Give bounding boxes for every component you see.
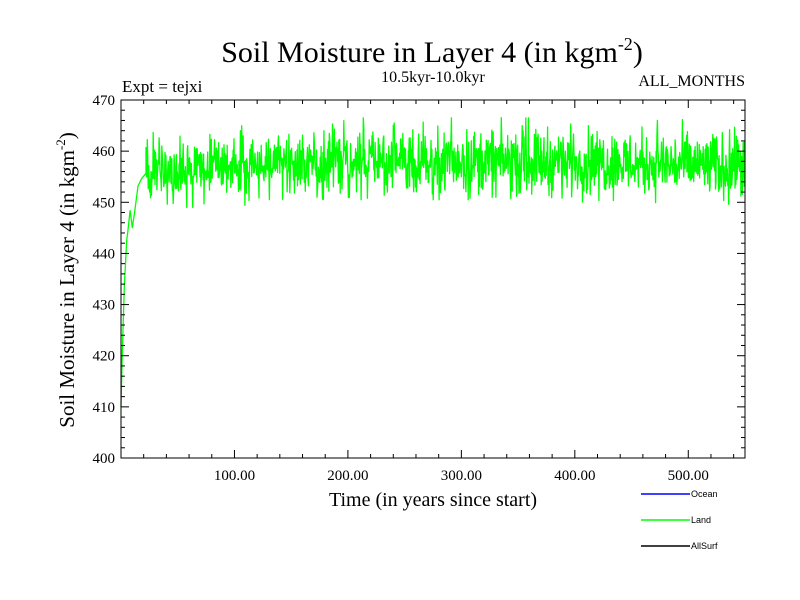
chart-title-close: ) — [633, 36, 643, 69]
legend-ocean-label: Ocean — [691, 489, 718, 499]
legend-land-label: Land — [691, 515, 711, 525]
x-axis-label: Time (in years since start) — [329, 489, 537, 511]
y-tick-label: 460 — [93, 144, 116, 160]
y-axis-label-main: Soil Moisture in Layer 4 (in kgm — [55, 150, 79, 428]
y-tick-label: 400 — [93, 451, 116, 467]
plot-frame — [120, 99, 746, 459]
land-series-line — [120, 116, 746, 407]
y-tick-label: 470 — [93, 93, 116, 109]
y-axis-label-close: ) — [55, 132, 79, 139]
x-tick-label: 100.00 — [214, 468, 255, 484]
legend: Ocean Land AllSurf — [641, 489, 718, 551]
chart-title-sup: -2 — [618, 34, 633, 54]
x-tick-label: 500.00 — [668, 468, 709, 484]
x-tick-label: 300.00 — [441, 468, 482, 484]
chart-title: Soil Moisture in Layer 4 (in kgm-2) — [221, 34, 643, 69]
y-tick-label: 450 — [93, 195, 116, 211]
y-axis-label-sup: -2 — [53, 139, 68, 150]
x-tick-label: 400.00 — [554, 468, 595, 484]
expt-label: Expt = tejxi — [122, 77, 203, 96]
y-axis-label: Soil Moisture in Layer 4 (in kgm-2) — [53, 132, 79, 427]
y-tick-label: 410 — [93, 400, 116, 416]
chart-subtitle: 10.5kyr-10.0kyr — [381, 69, 485, 86]
chart-title-main: Soil Moisture in Layer 4 (in kgm — [221, 36, 618, 69]
y-tick-label: 430 — [93, 298, 116, 314]
x-tick-label: 200.00 — [327, 468, 368, 484]
months-label: ALL_MONTHS — [638, 73, 745, 90]
legend-allsurf-label: AllSurf — [691, 541, 718, 551]
y-tick-label: 440 — [93, 246, 116, 262]
y-tick-label: 420 — [93, 349, 116, 365]
